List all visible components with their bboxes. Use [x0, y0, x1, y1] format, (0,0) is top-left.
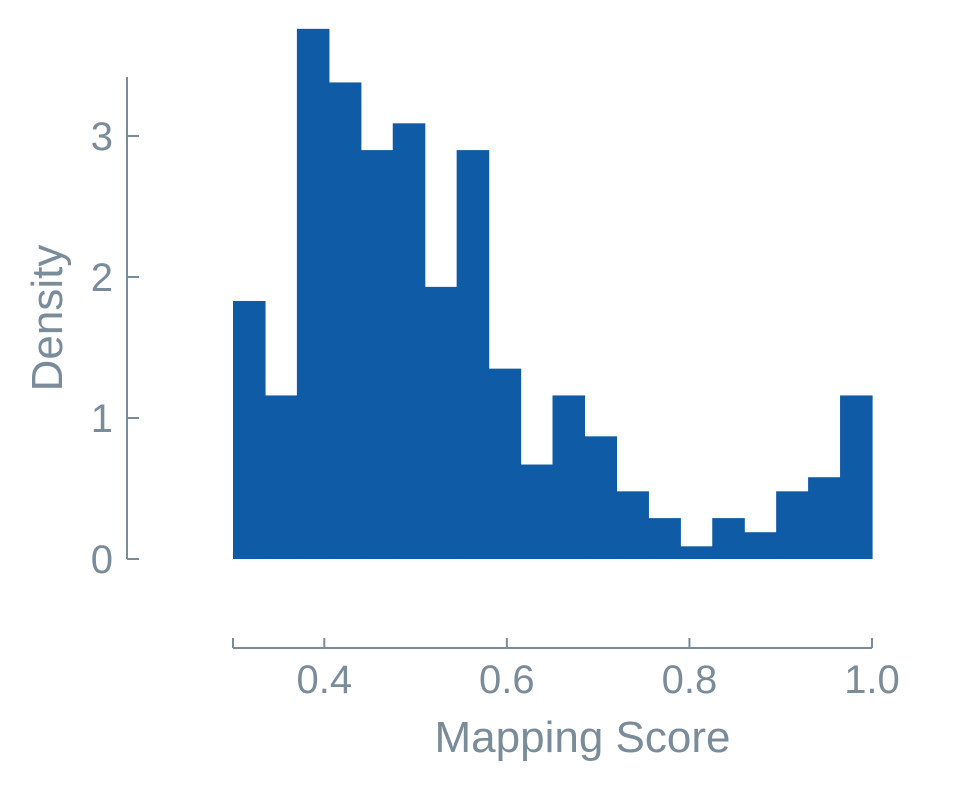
- histogram-bar: [233, 300, 266, 559]
- histogram-bar: [328, 82, 362, 560]
- y-axis: 0 1 2 3: [91, 77, 139, 582]
- histogram-bar: [392, 123, 426, 559]
- histogram-bar: [488, 368, 522, 559]
- x-ticks: 0.4 0.6 0.8 1.0: [232, 638, 900, 702]
- x-tick-label: 0.6: [479, 658, 535, 702]
- histogram-bar: [520, 464, 554, 559]
- histogram-bar: [776, 491, 809, 559]
- histogram-bar: [680, 546, 713, 559]
- x-tick-label: 1.0: [844, 658, 900, 702]
- histogram-bar: [552, 395, 586, 559]
- y-tick-label: 3: [91, 115, 113, 159]
- x-tick-label: 0.4: [296, 658, 352, 702]
- histogram-bar: [456, 150, 490, 559]
- bars-group: [233, 28, 873, 560]
- histogram-bar: [360, 150, 394, 559]
- histogram-bar: [648, 518, 681, 559]
- histogram-bar: [744, 532, 777, 559]
- histogram-bar: [616, 491, 649, 559]
- x-tick-label: 0.8: [662, 658, 718, 702]
- histogram-bar: [296, 28, 330, 559]
- y-ticks: 0 1 2 3: [91, 115, 139, 582]
- y-tick-label: 1: [91, 397, 113, 441]
- histogram-bar: [424, 286, 458, 559]
- x-axis-title: Mapping Score: [435, 713, 731, 762]
- y-axis-title: Density: [23, 245, 72, 392]
- histogram-bar: [712, 518, 745, 559]
- x-axis: 0.4 0.6 0.8 1.0: [232, 638, 900, 702]
- histogram-bar: [264, 395, 298, 559]
- y-tick-label: 2: [91, 256, 113, 300]
- histogram-bar: [808, 477, 841, 559]
- y-tick-label: 0: [91, 538, 113, 582]
- histogram-bar: [840, 395, 873, 559]
- histogram-bar: [584, 436, 617, 559]
